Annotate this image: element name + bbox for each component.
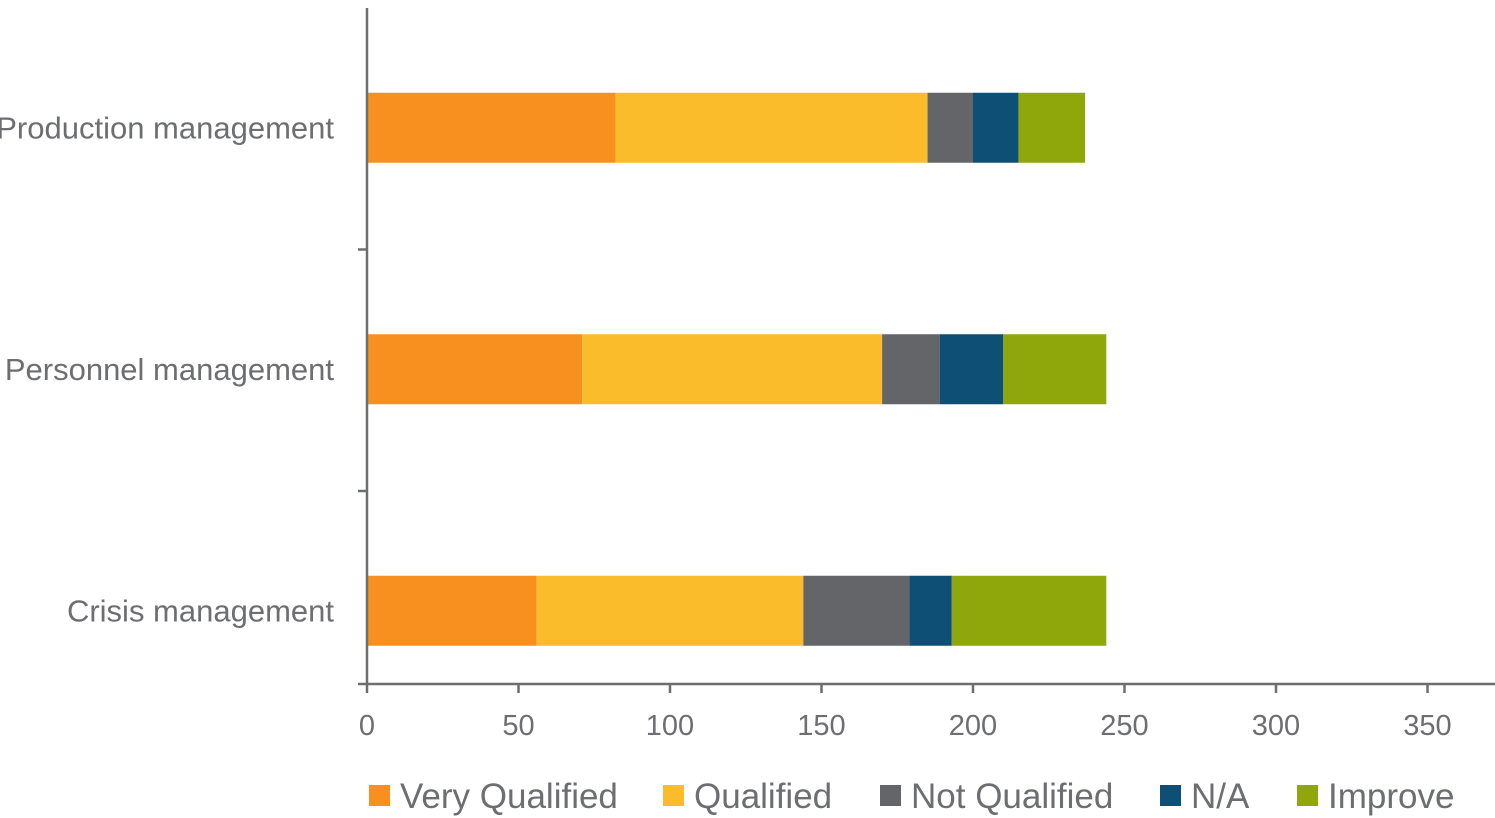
x-tick-label: 350 bbox=[1403, 710, 1451, 742]
bar-0-2 bbox=[927, 92, 973, 163]
legend: Very Qualified Qualified Not Qualified N/A I… bbox=[369, 777, 1454, 816]
bar-1-0 bbox=[367, 334, 583, 405]
bar-2-3 bbox=[909, 575, 952, 646]
x-tick-label: 0 bbox=[359, 710, 375, 742]
bar-0-4 bbox=[1018, 92, 1086, 163]
category-labels: Production management Personnel managemen… bbox=[0, 110, 334, 628]
bar-2-2 bbox=[803, 575, 910, 646]
legend-label-3: N/A bbox=[1191, 777, 1250, 816]
x-tick-label: 150 bbox=[797, 710, 845, 742]
bar-0-3 bbox=[973, 92, 1019, 163]
ticks-layer: 0 50 100 150 200 250 300 350 bbox=[358, 248, 1452, 742]
legend-label-0: Very Qualified bbox=[400, 777, 618, 816]
bar-1-1 bbox=[582, 334, 883, 405]
x-tick-label: 250 bbox=[1100, 710, 1148, 742]
x-tick-label: 100 bbox=[646, 710, 694, 742]
legend-label-1: Qualified bbox=[694, 777, 832, 816]
legend-swatch-3 bbox=[1160, 785, 1181, 806]
legend-swatch-1 bbox=[663, 785, 684, 806]
legend-swatch-2 bbox=[880, 785, 901, 806]
x-tick-label: 300 bbox=[1252, 710, 1300, 742]
axes-layer bbox=[358, 8, 1495, 686]
category-label: Personnel management bbox=[5, 352, 335, 387]
legend-swatch-4 bbox=[1297, 785, 1318, 806]
category-label: Production management bbox=[0, 110, 334, 145]
category-label: Crisis management bbox=[67, 593, 334, 628]
bar-1-3 bbox=[939, 334, 1004, 405]
legend-swatch-0 bbox=[369, 785, 390, 806]
legend-label-4: Improve bbox=[1328, 777, 1454, 816]
x-tick-label: 200 bbox=[949, 710, 997, 742]
legend-label-2: Not Qualified bbox=[911, 777, 1113, 816]
bars-layer bbox=[367, 92, 1107, 646]
bar-2-4 bbox=[951, 575, 1107, 646]
bar-2-1 bbox=[536, 575, 804, 646]
bar-1-4 bbox=[1003, 334, 1107, 405]
bar-2-0 bbox=[367, 575, 537, 646]
x-tick-label: 50 bbox=[502, 710, 534, 742]
bar-0-1 bbox=[615, 92, 928, 163]
bar-0-0 bbox=[367, 92, 616, 163]
bar-1-2 bbox=[882, 334, 940, 405]
